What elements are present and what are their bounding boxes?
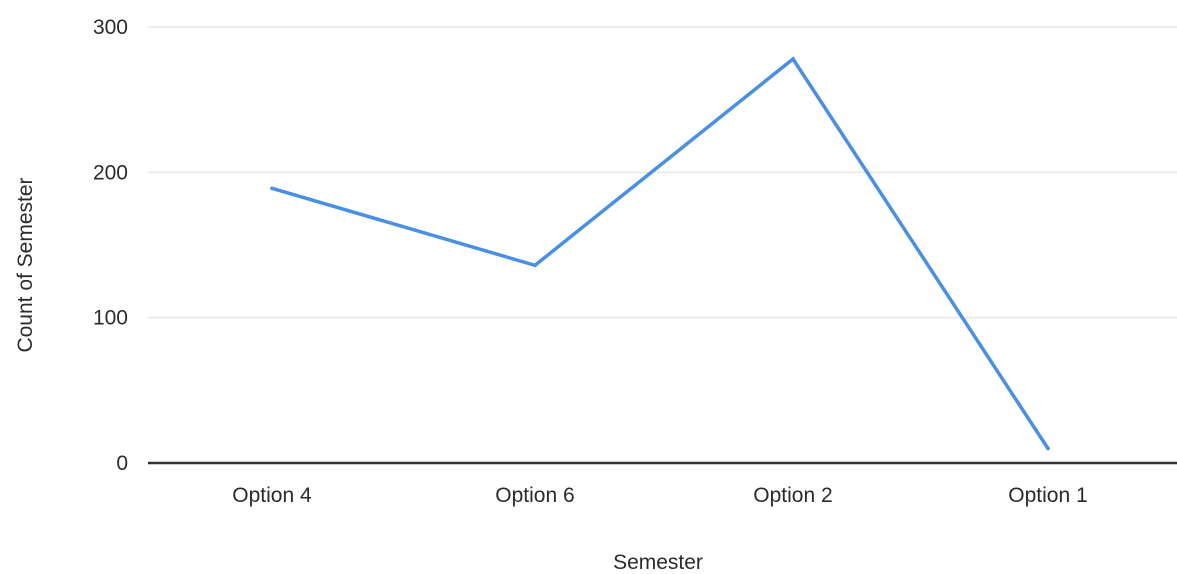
x-axis-ticks: Option 4 Option 6 Option 2 Option 1 [232, 484, 1087, 507]
x-axis-title: Semester [613, 551, 703, 574]
data-point [1046, 446, 1050, 451]
series-layer [270, 56, 1050, 451]
y-axis-ticks: 0 100 200 300 [93, 16, 128, 475]
y-tick-label: 300 [93, 16, 128, 39]
gridlines [148, 26, 1177, 319]
x-tick-label: Option 1 [1008, 484, 1087, 507]
data-point [533, 263, 537, 268]
x-tick-label: Option 4 [232, 484, 312, 507]
data-point [791, 57, 795, 61]
x-tick-label: Option 2 [753, 484, 832, 507]
data-point [270, 186, 274, 191]
series-line [270, 56, 1050, 451]
y-tick-label: 200 [93, 161, 128, 184]
x-tick-label: Option 6 [495, 484, 574, 507]
y-tick-label: 100 [93, 307, 128, 330]
y-axis-title: Count of Semester [14, 177, 37, 352]
y-tick-label: 0 [116, 452, 128, 475]
